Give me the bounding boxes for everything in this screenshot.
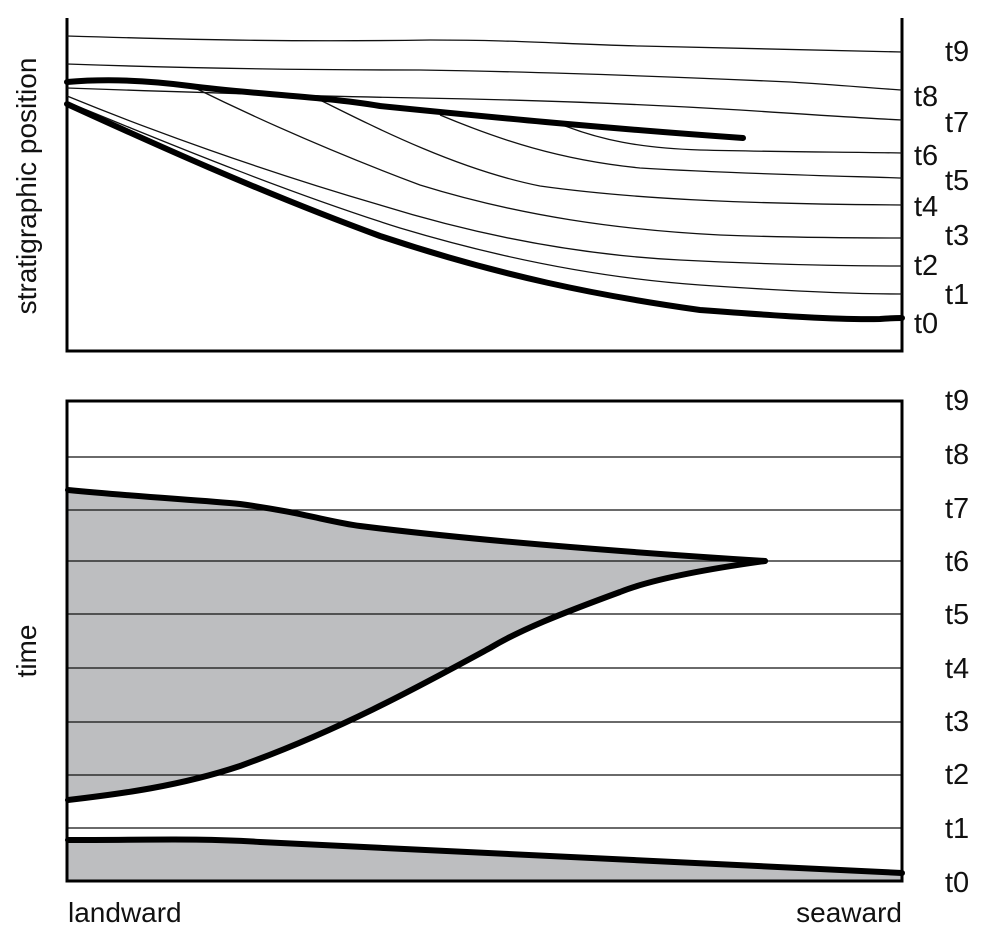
bottom-label-t8: t8 — [945, 439, 969, 471]
top-label-t1: t1 — [945, 279, 969, 311]
top-label-t7: t7 — [945, 107, 969, 139]
stratum-line-t8 — [66, 63, 903, 91]
basal-surface-t0 — [64, 101, 905, 323]
top-label-t8: t8 — [914, 81, 938, 113]
top-label-t4: t4 — [914, 191, 938, 223]
bottom-label-t5: t5 — [945, 599, 969, 631]
stratum-line-t3 — [194, 87, 903, 239]
bottom-label-t9: t9 — [945, 385, 969, 417]
top-label-t9: t9 — [945, 36, 969, 68]
lower-shaded-band — [68, 839, 902, 880]
top-label-t3: t3 — [945, 220, 969, 252]
bottom-label-t6: t6 — [945, 546, 969, 578]
wedge-bottom-boundary — [65, 558, 768, 803]
stratum-line-t6 — [559, 123, 903, 154]
top-panel-frame — [65, 18, 904, 353]
bottom-label-t0: t0 — [945, 867, 969, 899]
top-label-t2: t2 — [914, 250, 938, 282]
bottom-label-t4: t4 — [945, 653, 969, 685]
stratum-line-t9 — [66, 35, 903, 53]
bottom-label-t3: t3 — [945, 706, 969, 738]
bottom-panel-frame — [65, 399, 904, 883]
bottom-panel: time t9 t8 t7 t6 t5 t4 t3 t2 t1 t0 — [11, 385, 969, 899]
lower-band-boundary — [65, 836, 905, 876]
top-label-t6: t6 — [914, 140, 938, 172]
x-label-landward: landward — [68, 897, 182, 928]
stratum-line-t7 — [66, 87, 903, 121]
top-y-axis-label: stratigraphic position — [11, 58, 42, 315]
bottom-y-axis-label: time — [11, 625, 42, 678]
stratum-line-t1 — [66, 101, 903, 295]
top-label-t5: t5 — [945, 165, 969, 197]
top-label-t0: t0 — [914, 308, 938, 340]
upper-shaded-wedge — [68, 490, 765, 800]
top-panel: stratigraphic position t9 t8 t7 t6 t5 t4… — [11, 18, 969, 353]
x-label-seaward: seaward — [796, 897, 902, 928]
stratum-line-t5 — [439, 114, 903, 179]
stratum-line-t4 — [319, 99, 903, 206]
unconformity-surface — [64, 77, 746, 141]
wedge-top-boundary — [65, 487, 768, 564]
bottom-label-t1: t1 — [945, 813, 969, 845]
bottom-label-t2: t2 — [945, 759, 969, 791]
stratum-line-t2 — [66, 95, 903, 267]
bottom-label-t7: t7 — [945, 493, 969, 525]
